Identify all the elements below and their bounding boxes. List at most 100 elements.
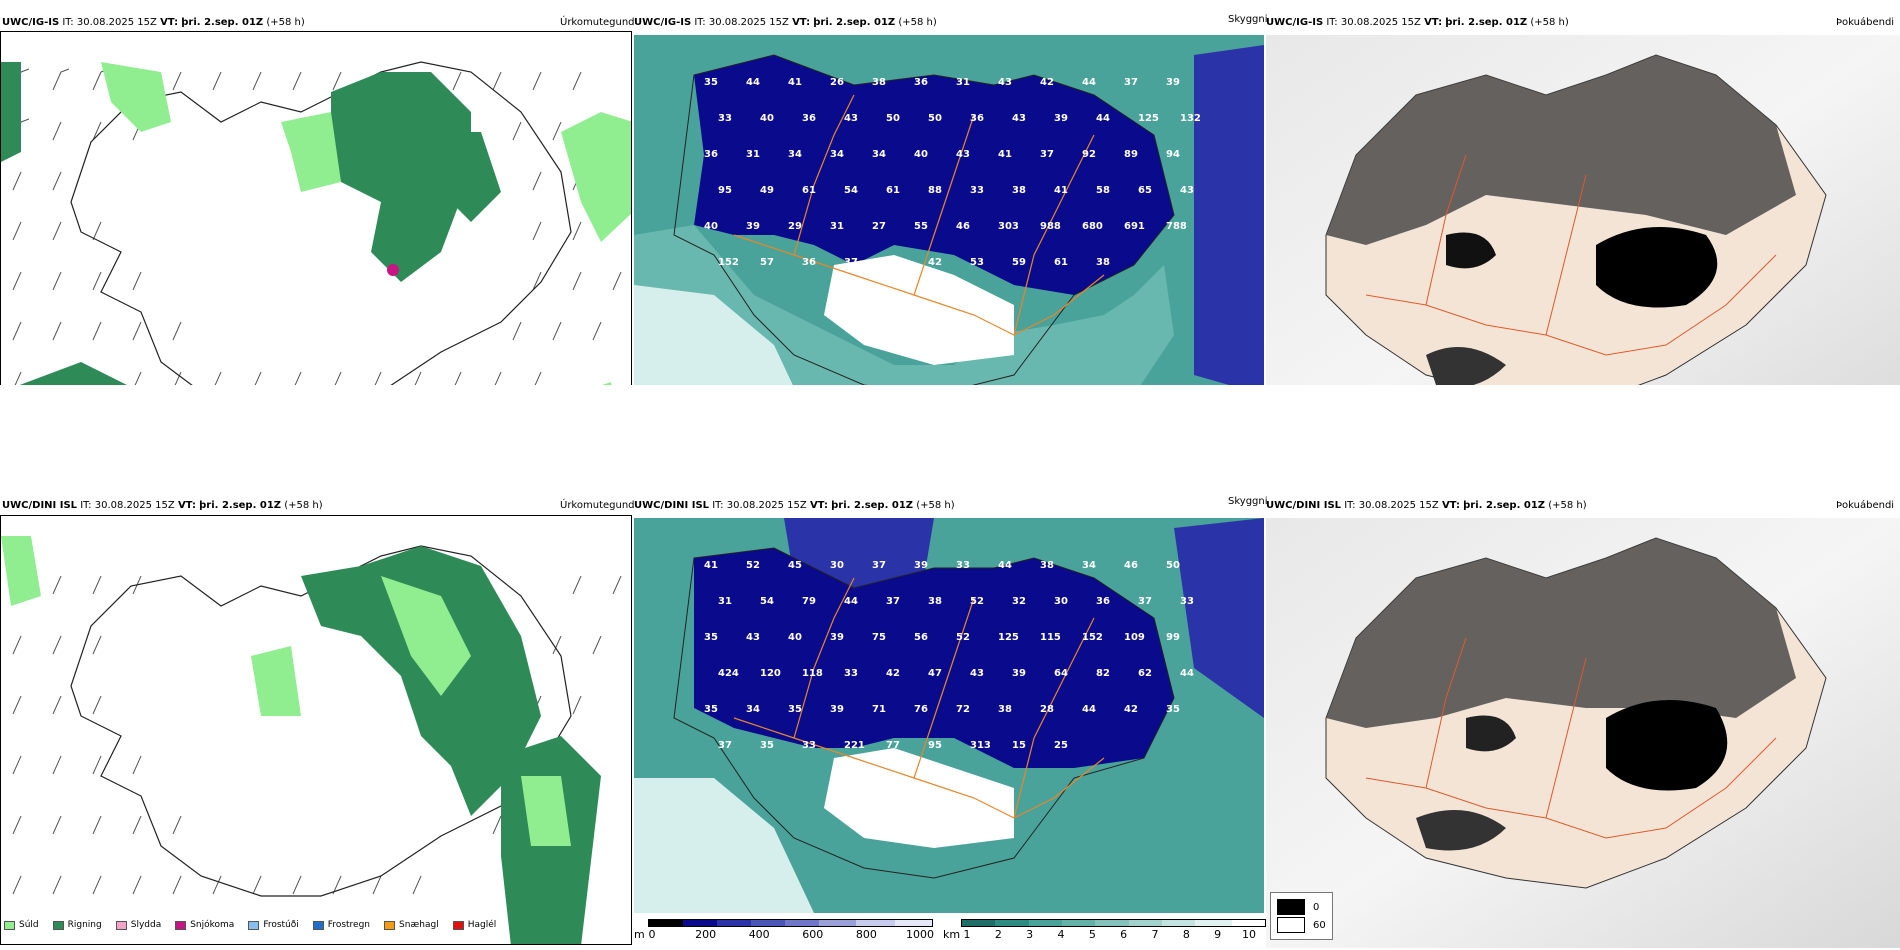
visibility-value: 33 <box>1180 596 1194 607</box>
visibility-value: 50 <box>886 113 900 124</box>
visibility-value: 64 <box>1054 668 1068 679</box>
colorbar-tick: 5 <box>1088 928 1096 941</box>
visibility-value: 39 <box>914 560 928 571</box>
precip-legend-item: Snjókoma <box>175 920 234 930</box>
visibility-value: 39 <box>830 704 844 715</box>
visibility-value: 33 <box>956 560 970 571</box>
visibility-value: 28 <box>1040 704 1054 715</box>
visibility-value: 53 <box>970 257 984 268</box>
visibility-value: 33 <box>844 668 858 679</box>
colorbar-tick: 1000 <box>906 928 934 941</box>
visibility-value: 31 <box>830 221 844 232</box>
colorbar-tick: 9 <box>1214 928 1222 941</box>
visibility-map: 41 52 45 30 37 39 33 44 38 34 46 50 31 54 79 44 37 38 52 32… <box>634 518 1264 913</box>
visibility-value: 32 <box>1012 596 1026 607</box>
visibility-value: 35 <box>760 740 774 751</box>
visibility-value: 35 <box>704 632 718 643</box>
precip-legend-item: Snæhagl <box>384 920 439 930</box>
legend-label: Slydda <box>130 920 162 930</box>
visibility-value: 40 <box>788 632 802 643</box>
visibility-value: 15 <box>1012 740 1026 751</box>
visibility-value: 54 <box>760 596 774 607</box>
visibility-value: 25 <box>1054 740 1068 751</box>
fog-legend-light-value: 60 <box>1313 919 1326 931</box>
visibility-value: 54 <box>844 185 858 196</box>
legend-label: Súld <box>19 920 39 930</box>
visibility-value: 680 <box>1082 221 1103 232</box>
visibility-value: 109 <box>1124 632 1145 643</box>
visibility-value: 41 <box>788 77 802 88</box>
visibility-value: 44 <box>1082 77 1096 88</box>
visibility-value: 120 <box>760 668 781 679</box>
panel-field-name: Skyggni <box>1228 14 1268 25</box>
legend-swatch <box>175 920 187 930</box>
colorbar-tick: 600 <box>802 928 824 941</box>
visibility-value: 691 <box>1124 221 1145 232</box>
visibility-value: 34 <box>788 149 802 160</box>
iceland-outline <box>70 61 572 385</box>
fog-map <box>1266 35 1900 385</box>
visibility-value: 152 <box>718 257 739 268</box>
colorbar-m: m 0 200 400 600 800 1000 <box>634 919 934 943</box>
legend-label: Snjókoma <box>190 920 235 930</box>
visibility-value: 72 <box>956 704 970 715</box>
visibility-value: 77 <box>886 740 900 751</box>
colorbar-tick: 7 <box>1151 928 1159 941</box>
visibility-value: 37 <box>1040 149 1054 160</box>
colorbar-tick: 200 <box>695 928 717 941</box>
visibility-value: 82 <box>1096 668 1110 679</box>
roads <box>1365 154 1777 356</box>
panel-field-name: Úrkomutegund <box>560 17 635 28</box>
visibility-value: 71 <box>872 704 886 715</box>
legend-label: Frostúði <box>263 920 299 930</box>
visibility-value: 44 <box>1180 668 1194 679</box>
visibility-value: 125 <box>1138 113 1159 124</box>
visibility-value: 47 <box>928 668 942 679</box>
visibility-value: 36 <box>970 113 984 124</box>
visibility-value: 43 <box>970 668 984 679</box>
row2: UWC/DINI ISL IT: 30.08.2025 15Z VT: þri.… <box>0 480 1900 950</box>
visibility-value: 79 <box>802 596 816 607</box>
legend-label: Snæhagl <box>399 920 439 930</box>
colorbar-unit: m <box>634 928 645 941</box>
visibility-value: 57 <box>760 257 774 268</box>
legend-swatch <box>4 920 15 930</box>
visibility-value: 40 <box>914 149 928 160</box>
visibility-value: 36 <box>914 77 928 88</box>
visibility-value: 38 <box>928 596 942 607</box>
visibility-value: 44 <box>746 77 760 88</box>
visibility-value: 61 <box>886 185 900 196</box>
visibility-value: 62 <box>1138 668 1152 679</box>
visibility-value: 44 <box>998 560 1012 571</box>
visibility-value: 303 <box>998 221 1019 232</box>
visibility-value: 43 <box>1180 185 1194 196</box>
visibility-value: 38 <box>872 77 886 88</box>
visibility-value: 31 <box>718 596 732 607</box>
precip-legend-item: Haglél <box>452 920 496 930</box>
panel-title: UWC/IG-IS IT: 30.08.2025 15Z VT: þri. 2.… <box>1266 17 1569 28</box>
visibility-value: 221 <box>844 740 865 751</box>
visibility-value: 42 <box>1040 77 1054 88</box>
legend-label: Rigning <box>67 920 102 930</box>
visibility-value: 33 <box>802 740 816 751</box>
colorbar-km: km 1 2 3 4 5 6 7 8 9 10 <box>943 919 1266 943</box>
colorbar-tick: 3 <box>1026 928 1034 941</box>
fog-legend-dark-value: 0 <box>1313 901 1320 913</box>
visibility-labels: 35 44 41 26 38 36 31 43 42 44 37 39 33 40 36 43 50 50 36 43… <box>704 77 1201 268</box>
visibility-value: 92 <box>1082 149 1096 160</box>
panel-field-name: Þokuábendi <box>1836 500 1895 511</box>
visibility-value: 34 <box>746 704 760 715</box>
visibility-value: 37 <box>1138 596 1152 607</box>
visibility-value: 39 <box>1012 668 1026 679</box>
visibility-value: 44 <box>844 596 858 607</box>
visibility-value: 43 <box>1012 113 1026 124</box>
visibility-value: 36 <box>802 113 816 124</box>
visibility-value: 36 <box>1096 596 1110 607</box>
precip-legend-item: Frostúði <box>248 920 299 930</box>
panel-title: UWC/IG-IS IT: 30.08.2025 15Z VT: þri. 2.… <box>634 17 937 28</box>
visibility-value: 35 <box>704 704 718 715</box>
visibility-value: 35 <box>704 77 718 88</box>
colorbar-tick: 4 <box>1057 928 1065 941</box>
visibility-value: 45 <box>788 560 802 571</box>
visibility-value: 56 <box>914 632 928 643</box>
